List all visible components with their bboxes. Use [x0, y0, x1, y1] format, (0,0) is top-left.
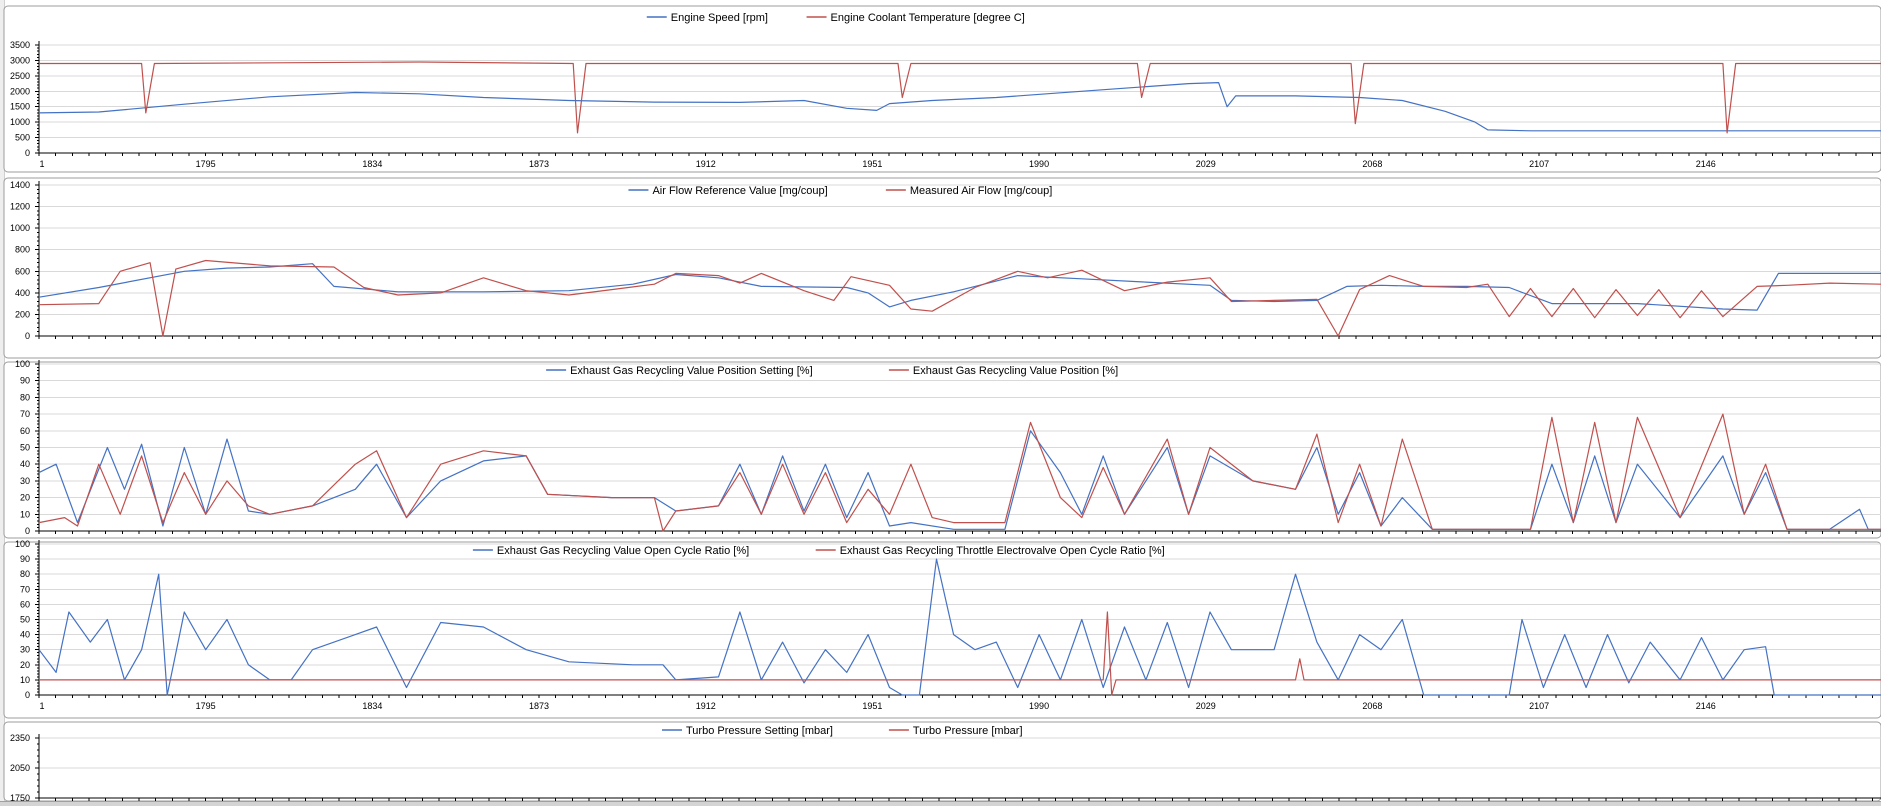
- x-tick-label: 2068: [1362, 701, 1382, 711]
- legend-entry: Engine Speed [rpm]: [671, 12, 768, 24]
- legend-entry: Exhaust Gas Recycling Throttle Electrova…: [840, 545, 1165, 557]
- x-tick-label: 1: [39, 701, 44, 711]
- y-tick-label: 30: [20, 645, 30, 655]
- y-tick-label: 1000: [10, 117, 30, 127]
- y-tick-label: 0: [25, 526, 30, 536]
- y-tick-label: 400: [15, 288, 30, 298]
- y-tick-label: 20: [20, 660, 30, 670]
- panel-frame: [3, 541, 1881, 719]
- x-tick-label: 1990: [1029, 701, 1049, 711]
- chart-panel-1: 0 500 1000 1500 2000 2500 3000 3500 1 1795 1834 187…: [3, 5, 1881, 173]
- x-tick-label: 2029: [1196, 159, 1216, 169]
- y-tick-label: 40: [20, 630, 30, 640]
- legend-entry: Engine Coolant Temperature [degree C]: [831, 12, 1025, 24]
- y-tick-label: 100: [15, 359, 30, 369]
- y-tick-label: 20: [20, 493, 30, 503]
- x-tick-label: 2146: [1696, 159, 1716, 169]
- series-line: [38, 259, 1881, 337]
- y-tick-label: 100: [15, 539, 30, 549]
- y-tick-label: 60: [20, 599, 30, 609]
- legend-entry: Exhaust Gas Recycling Value Open Cycle R…: [497, 545, 749, 557]
- legend-entry: Exhaust Gas Recycling Value Position [%]: [913, 365, 1118, 377]
- y-tick-label: 3000: [10, 55, 30, 65]
- panel-frame: [3, 177, 1881, 359]
- x-tick-label: 1834: [362, 701, 382, 711]
- x-tick-label: 2107: [1529, 701, 1549, 711]
- legend: Exhaust Gas Recycling Value Position Set…: [546, 365, 1118, 377]
- x-tick-label: 1873: [529, 701, 549, 711]
- legend-entry: Measured Air Flow [mg/coup]: [910, 185, 1052, 197]
- y-tick-label: 600: [15, 266, 30, 276]
- x-tick-label: 1990: [1029, 159, 1049, 169]
- x-tick-label: 2107: [1529, 159, 1549, 169]
- y-tick-label: 50: [20, 615, 30, 625]
- y-tick-label: 80: [20, 392, 30, 402]
- y-tick-label: 60: [20, 426, 30, 436]
- y-tick-label: 80: [20, 569, 30, 579]
- y-tick-label: 1200: [10, 202, 30, 212]
- series-line: [38, 82, 1881, 132]
- legend: Turbo Pressure Setting [mbar] Turbo Press…: [662, 725, 1023, 737]
- y-tick-label: 0: [25, 148, 30, 158]
- y-tick-label: 90: [20, 554, 30, 564]
- x-tick-label: 2068: [1362, 159, 1382, 169]
- x-tick-label: 1: [39, 159, 44, 169]
- series-line: [38, 558, 1881, 696]
- x-tick-label: 1912: [696, 159, 716, 169]
- legend: Engine Speed [rpm] Engine Coolant Tempera…: [646, 12, 1025, 24]
- legend: Exhaust Gas Recycling Value Open Cycle R…: [472, 545, 1165, 557]
- y-tick-label: 3500: [10, 40, 30, 50]
- x-tick-label: 1834: [362, 159, 382, 169]
- y-tick-label: 0: [25, 690, 30, 700]
- y-tick-label: 1000: [10, 223, 30, 233]
- x-tick-label: 1951: [862, 159, 882, 169]
- y-tick-label: 70: [20, 409, 30, 419]
- y-tick-label: 90: [20, 376, 30, 386]
- y-tick-label: 50: [20, 443, 30, 453]
- series-line: [39, 611, 1881, 696]
- chart-panel-5: 1750 2050 2350 Turbo Pressure Setting [mbar…: [3, 721, 1881, 803]
- legend-entry: Exhaust Gas Recycling Value Position Set…: [570, 365, 813, 377]
- y-tick-label: 10: [20, 509, 30, 519]
- y-tick-label: 2350: [10, 733, 30, 743]
- y-tick-label: 30: [20, 476, 30, 486]
- legend-entry: Air Flow Reference Value [mg/coup]: [652, 185, 827, 197]
- series-line: [38, 263, 1881, 311]
- y-tick-label: 1750: [10, 793, 30, 803]
- x-tick-label: 1873: [529, 159, 549, 169]
- chart-panel-2: 0 200 400 600 800 1000 1200 1400 Air Flow Refere…: [3, 177, 1881, 359]
- series-line: [38, 413, 1881, 532]
- y-tick-label: 2050: [10, 763, 30, 773]
- x-tick-label: 1912: [696, 701, 716, 711]
- legend-entry: Turbo Pressure Setting [mbar]: [686, 725, 833, 737]
- legend: Air Flow Reference Value [mg/coup] Measur…: [628, 185, 1052, 197]
- series-line: [39, 61, 1881, 134]
- y-tick-label: 10: [20, 675, 30, 685]
- legend-entry: Turbo Pressure [mbar]: [913, 725, 1023, 737]
- panel-frame: [3, 361, 1881, 539]
- x-tick-label: 1951: [862, 701, 882, 711]
- y-tick-label: 40: [20, 459, 30, 469]
- y-tick-label: 70: [20, 584, 30, 594]
- y-tick-label: 2500: [10, 71, 30, 81]
- y-tick-label: 0: [25, 331, 30, 341]
- chart-panel-4: 0 10 20 30 40 50 60 70 80 90 100 1 1795 1834 1873 1912 1…: [3, 539, 1881, 719]
- chart-panel-3: 0 10 20 30 40 50 60 70 80 90 100 Exhaust Gas Recycl…: [3, 359, 1881, 539]
- y-tick-label: 1500: [10, 102, 30, 112]
- y-tick-label: 800: [15, 245, 30, 255]
- x-tick-label: 1795: [196, 159, 216, 169]
- y-tick-label: 200: [15, 309, 30, 319]
- y-tick-label: 2000: [10, 86, 30, 96]
- x-tick-label: 2029: [1196, 701, 1216, 711]
- panel-frame: [3, 5, 1881, 173]
- y-tick-label: 500: [15, 133, 30, 143]
- bottom-scroll-bar[interactable]: [0, 801, 1881, 806]
- x-tick-label: 2146: [1696, 701, 1716, 711]
- x-tick-label: 1795: [196, 701, 216, 711]
- y-tick-label: 1400: [10, 180, 30, 190]
